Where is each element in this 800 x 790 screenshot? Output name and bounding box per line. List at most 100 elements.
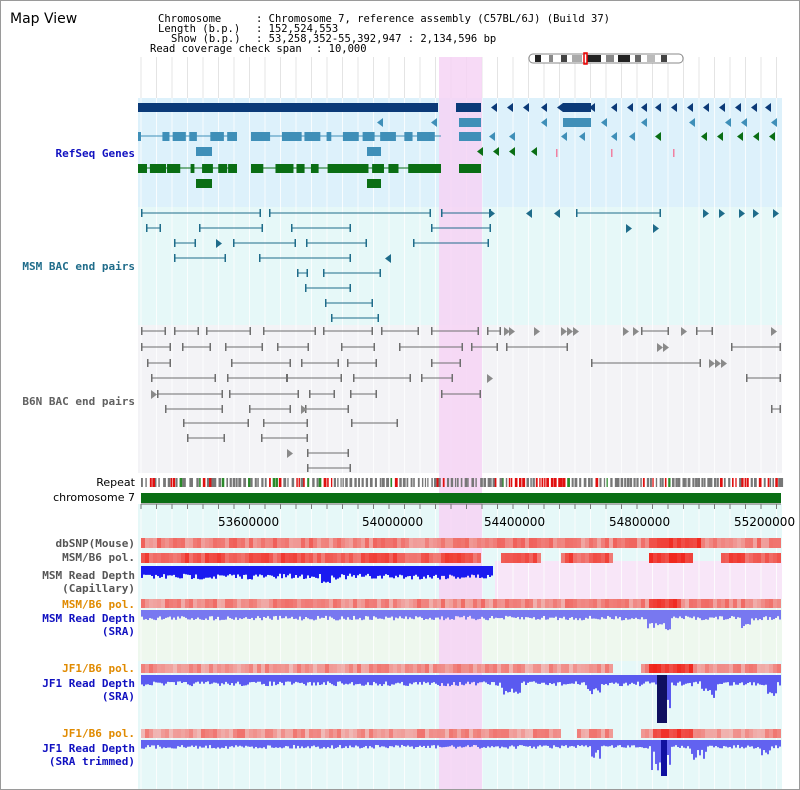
track-label-jf1-pol-2[interactable]: JF1/B6 pol. xyxy=(62,727,135,740)
msm-depth-capillary-bar xyxy=(487,566,489,575)
msm-depth-sra-bar xyxy=(657,610,659,626)
track-label-jf1-depth-1[interactable]: JF1 Read Depth xyxy=(42,677,135,690)
track-label-refseq[interactable]: RefSeq Genes xyxy=(55,147,135,160)
refseq-gene-exon xyxy=(310,164,319,173)
refseq-gene xyxy=(196,147,212,156)
dbsnp-heat xyxy=(297,538,301,548)
msm-depth-capillary-bar xyxy=(343,566,345,575)
msm-depth-sra-bar xyxy=(713,610,715,618)
dbsnp-heat xyxy=(449,538,453,548)
refseq-gene-arrow xyxy=(601,118,607,127)
jf1-depth-trim-bar xyxy=(291,740,293,749)
msm-b6-pol-heat xyxy=(405,553,409,563)
repeat-mark xyxy=(590,478,593,487)
msm-depth-capillary-bar xyxy=(179,566,181,579)
jf1-depth-trim-bar xyxy=(483,740,485,748)
dbsnp-heat xyxy=(701,538,705,548)
dbsnp-heat xyxy=(601,538,605,548)
msm-b6-pol-2-heat xyxy=(281,599,285,608)
jf1-pol-heat xyxy=(777,664,781,673)
repeat-track[interactable] xyxy=(141,478,784,487)
track-label-jf1-pol-1[interactable]: JF1/B6 pol. xyxy=(62,662,135,675)
jf1-pol-2-heat xyxy=(373,729,377,738)
info-coverage-label: Read coverage check span xyxy=(150,43,302,55)
jf1-depth-sra-bar xyxy=(525,675,527,685)
b6n-bac-pair-end xyxy=(214,374,216,382)
refseq-gene-exon xyxy=(202,164,213,173)
jf1-depth-sra-bar xyxy=(253,675,255,682)
msm-depth-capillary-bar xyxy=(329,566,331,583)
msm-bac-pair-end xyxy=(431,224,433,232)
jf1-depth-sra-bar xyxy=(221,675,223,684)
b6n-bac-pair-end xyxy=(141,343,143,351)
jf1-depth-trim-bar xyxy=(281,740,283,749)
heatmap-tracks[interactable] xyxy=(141,538,781,738)
jf1-pol-heat xyxy=(305,664,309,673)
repeat-mark xyxy=(471,478,475,487)
repeat-mark xyxy=(381,478,385,487)
jf1-depth-trim-bar xyxy=(347,740,349,749)
jf1-depth-trim-bar xyxy=(333,740,335,749)
track-label-b6n-bac[interactable]: B6N BAC end pairs xyxy=(22,395,135,408)
refseq-genes-track[interactable] xyxy=(138,103,777,188)
msm-depth-sra-bar xyxy=(445,610,447,619)
msm-b6-pol-2-heat xyxy=(701,599,705,608)
msm-depth-capillary-bar xyxy=(165,566,167,579)
b6n-bac-track[interactable] xyxy=(141,327,781,472)
dbsnp-heat xyxy=(545,538,549,548)
jf1-pol-2-heat xyxy=(533,729,537,738)
dbsnp-heat xyxy=(197,538,201,548)
jf1-depth-sra-bar xyxy=(163,675,165,686)
refseq-gene-arrow xyxy=(701,132,707,141)
jf1-depth-trim-bar xyxy=(233,740,235,748)
msm-b6-pol-2-heat xyxy=(309,599,313,608)
track-label-jf1-trim-1[interactable]: JF1 Read Depth xyxy=(42,742,135,755)
jf1-depth-trim-bar xyxy=(573,740,575,747)
msm-bac-pair-end xyxy=(174,254,176,262)
jf1-depth-sra-bar xyxy=(777,675,779,683)
msm-depth-capillary-bar xyxy=(287,566,289,576)
msm-depth-sra-bar xyxy=(363,610,365,620)
track-label-msm-b6-pol-2[interactable]: MSM/B6 pol. xyxy=(62,598,135,611)
msm-b6-pol-2-heat xyxy=(553,599,557,608)
msm-bac-track[interactable] xyxy=(141,209,779,322)
jf1-pol-heat xyxy=(453,664,457,673)
refseq-gene-exon xyxy=(167,164,181,173)
msm-depth-sra-bar xyxy=(451,610,453,620)
msm-depth-sra-bar xyxy=(497,610,499,619)
msm-b6-pol-heat xyxy=(381,553,385,563)
jf1-depth-sra-bar xyxy=(585,675,587,686)
repeat-mark xyxy=(307,478,310,487)
jf1-pol-heat xyxy=(249,664,253,673)
jf1-depth-sra-bar xyxy=(599,675,601,693)
track-label-dbsnp[interactable]: dbSNP(Mouse) xyxy=(55,537,135,550)
msm-b6-pol-2-heat xyxy=(533,599,537,608)
msm-b6-pol-2-heat xyxy=(745,599,749,608)
dbsnp-heat xyxy=(517,538,521,548)
msm-depth-sra-bar xyxy=(527,610,529,618)
jf1-depth-sra-bar xyxy=(653,675,655,683)
page-title: Map View xyxy=(10,11,78,27)
repeat-mark xyxy=(196,478,199,487)
msm-depth-capillary-bar xyxy=(227,566,229,576)
jf1-pol-2-heat xyxy=(669,729,673,738)
msm-depth-sra-bar xyxy=(763,610,765,618)
jf1-depth-trim-bar xyxy=(497,740,499,747)
msm-b6-pol-2-heat xyxy=(737,599,741,608)
msm-depth-sra-bar xyxy=(165,610,167,618)
read-depth-tracks[interactable] xyxy=(141,566,781,776)
dbsnp-heat xyxy=(753,538,757,548)
track-label-msm-depth-sra-1[interactable]: MSM Read Depth xyxy=(42,612,135,625)
dbsnp-heat xyxy=(485,538,489,548)
chromosome-ideogram[interactable] xyxy=(528,52,684,65)
msm-b6-pol-heat xyxy=(217,553,221,563)
dbsnp-heat xyxy=(365,538,369,548)
jf1-depth-trim-bar xyxy=(411,740,413,747)
track-label-msm-bac[interactable]: MSM BAC end pairs xyxy=(22,260,135,273)
msm-depth-capillary-bar xyxy=(451,566,453,576)
msm-depth-capillary-bar xyxy=(273,566,275,577)
track-label-msm-depth-cap-1[interactable]: MSM Read Depth xyxy=(42,569,135,582)
msm-depth-sra-bar xyxy=(585,610,587,618)
track-label-msm-b6-pol-1[interactable]: MSM/B6 pol. xyxy=(62,551,135,564)
